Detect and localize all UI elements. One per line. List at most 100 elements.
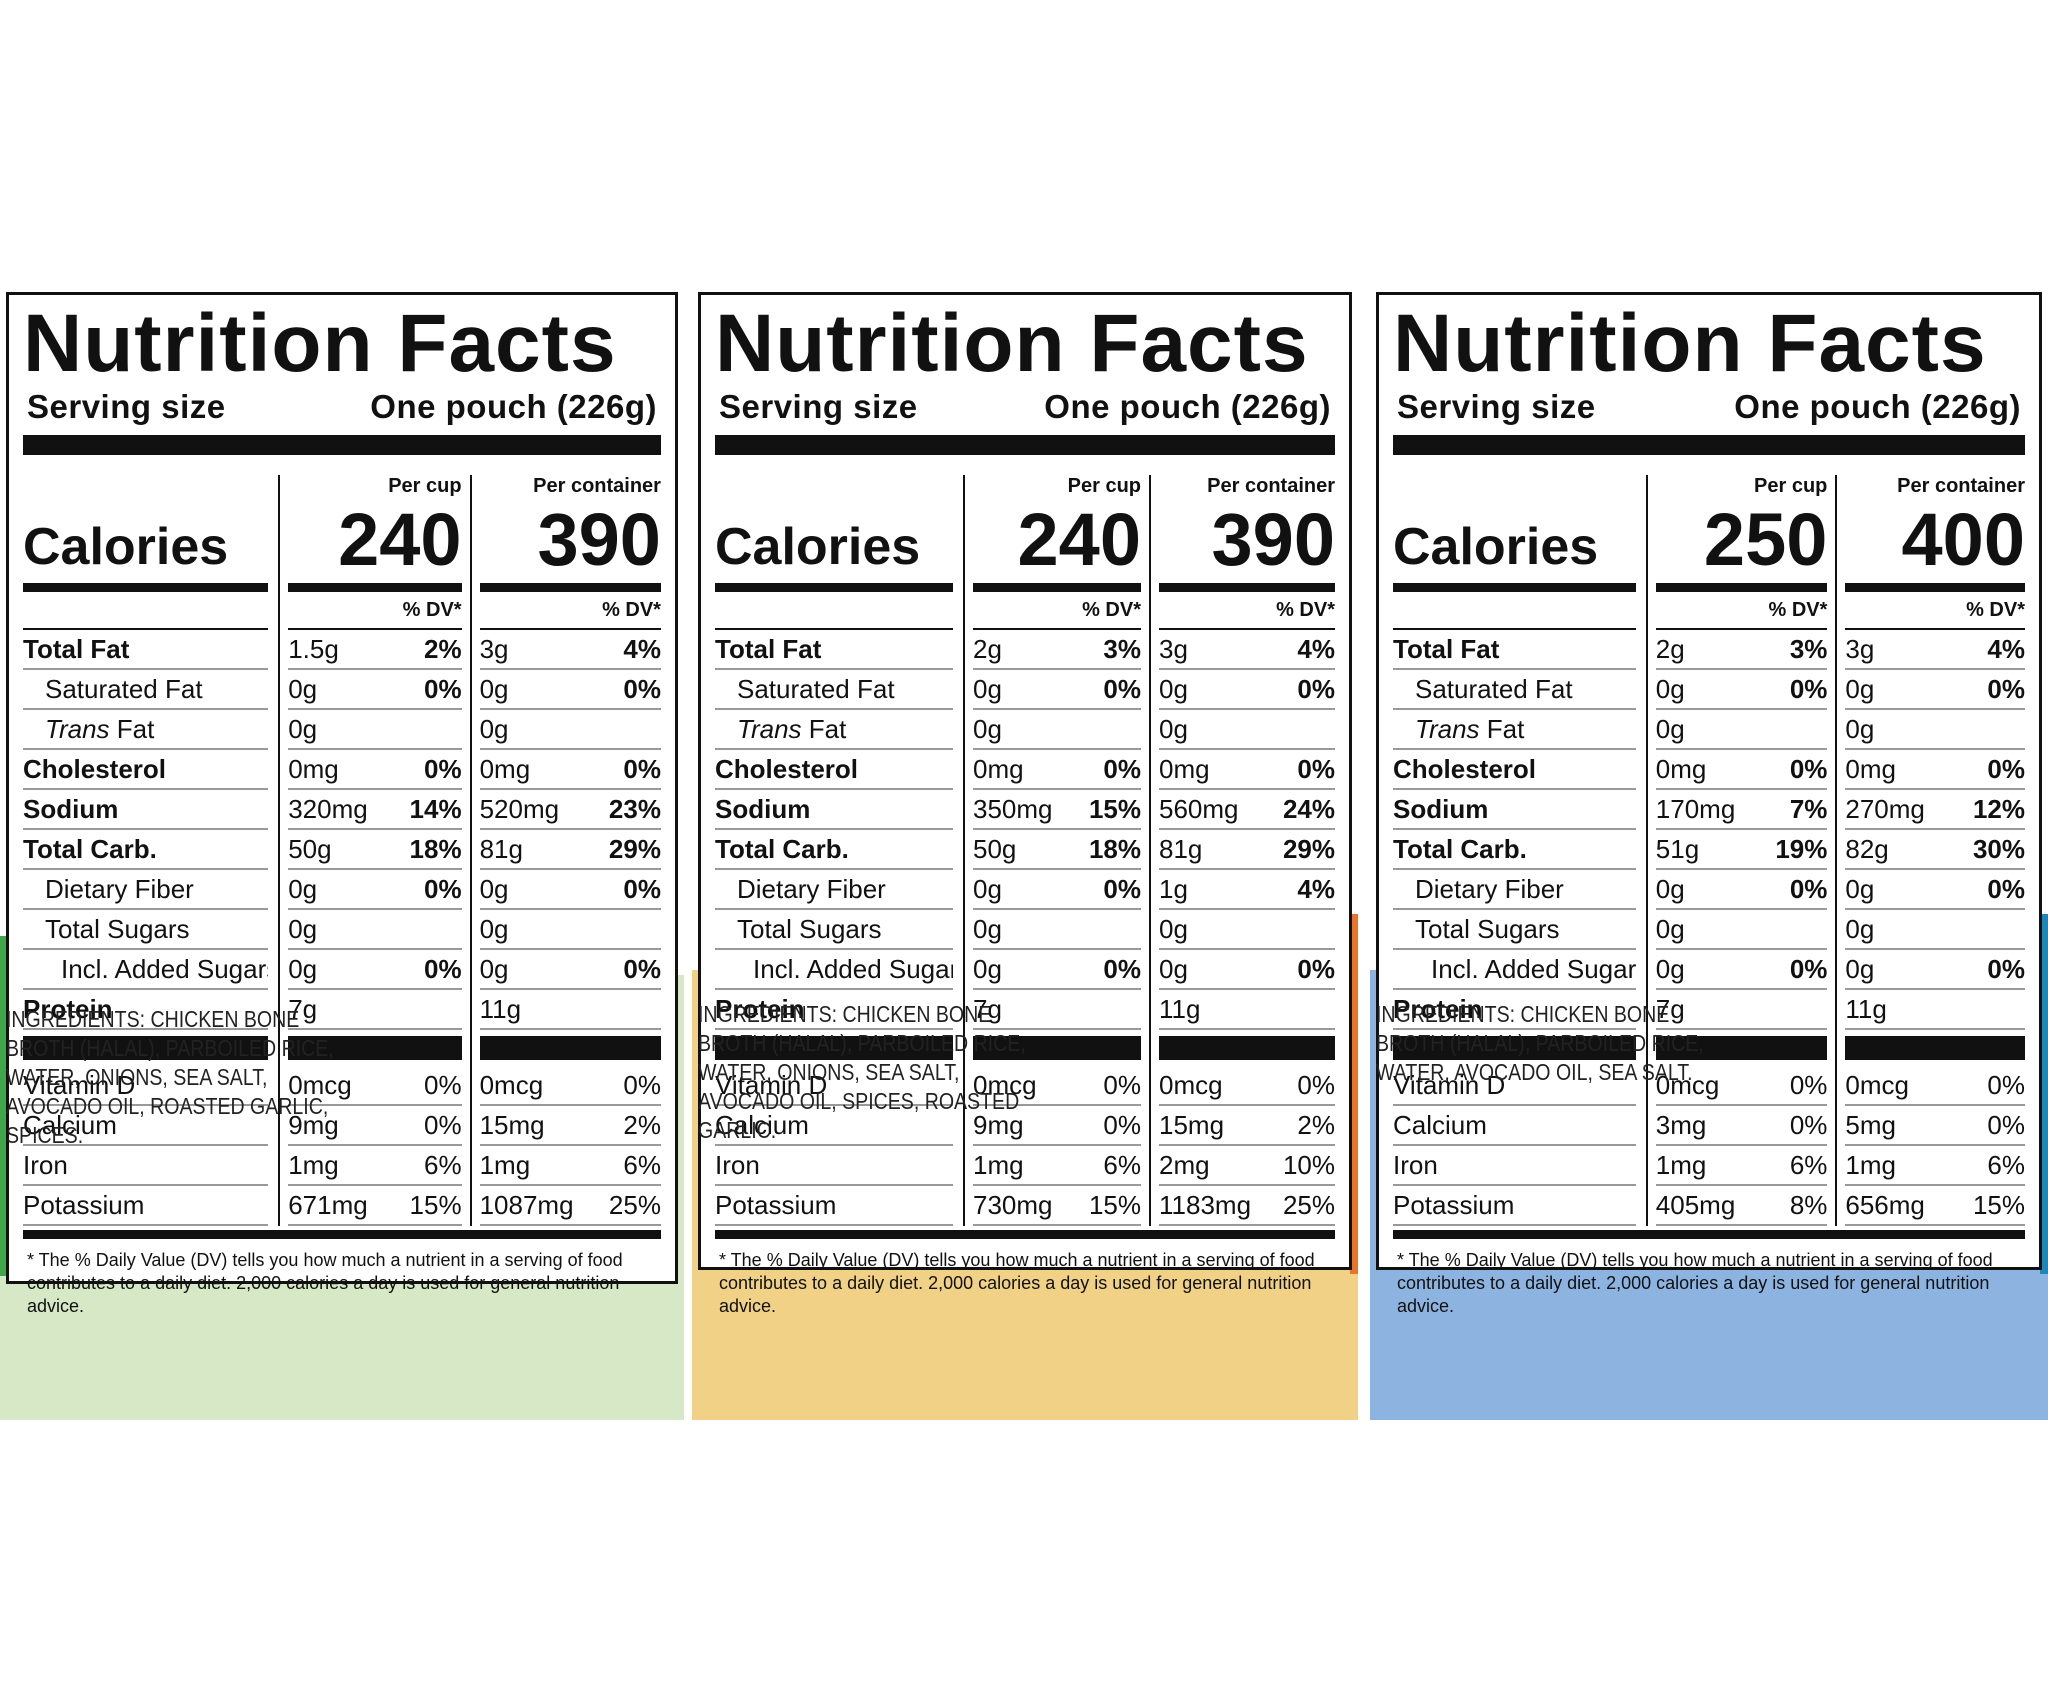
nutrient-name: Sodium — [715, 794, 811, 824]
nutrient-container-cell: 0g 0% — [479, 950, 661, 990]
amount-per-container: 3g — [1845, 634, 1875, 664]
vitamin-amount-per-container: 1183mg — [1159, 1190, 1252, 1220]
dv-per-cup: 0% — [1789, 674, 1828, 704]
vitamin-amount-per-cup: 9mg — [973, 1110, 1024, 1140]
vitamin-dv-per-container: 10% — [1282, 1150, 1335, 1180]
amount-per-container: 0g — [1159, 914, 1188, 944]
vitamins-divider — [715, 1036, 953, 1060]
nutrient-cup-cell: 0g 0% — [1655, 950, 1828, 990]
amount-per-container: 0g — [1845, 914, 1875, 944]
per-cup-header: Per cup — [1754, 475, 1828, 497]
amount-per-cup: 170mg — [1655, 794, 1736, 824]
dv-footnote: * The % Daily Value (DV) tells you how m… — [719, 1250, 1315, 1316]
nutrient-cup-cell: 7g — [973, 990, 1141, 1030]
serving-size-value: One pouch (226g) — [1044, 388, 1331, 425]
dv-per-container: 0% — [1987, 874, 2025, 904]
amount-per-container: 520mg — [479, 794, 560, 824]
ingredients-text: INGREDIENTS: CHICKEN BONE BROTH (HALAL),… — [698, 1001, 1026, 1143]
vitamins-divider — [1655, 1036, 1828, 1060]
vitamins-divider — [479, 1036, 661, 1060]
nutrient-cup-cell: 0g 0% — [973, 670, 1141, 710]
dv-per-cup: 0% — [424, 674, 462, 704]
nutrient-name-cell: Cholesterol — [715, 750, 953, 790]
amount-per-container: 3g — [479, 634, 509, 664]
nutrient-name-cell: Total Fat — [23, 630, 269, 670]
dv-per-container: 29% — [1282, 834, 1335, 864]
amount-per-container: 0g — [1159, 674, 1188, 704]
trans-word: Trans — [1415, 714, 1480, 744]
nutrient-container-cell: 81g 29% — [479, 830, 661, 870]
amount-per-container: 0g — [1159, 954, 1188, 984]
vitamin-dv-per-cup: 6% — [1103, 1150, 1141, 1180]
nutrient-cup-cell: 0g 0% — [1655, 870, 1828, 910]
nutrient-container-cell: 0g 0% — [1159, 670, 1335, 710]
dv-per-cup: 18% — [409, 834, 462, 864]
nutrient-name: Total Carb. — [1393, 834, 1527, 864]
nutrient-name: Cholesterol — [1393, 754, 1537, 784]
nutrient-container-cell: 0g 0% — [1159, 950, 1335, 990]
nutrition-panel: Nutrition Facts Serving size One pouch (22… — [0, 288, 684, 1420]
dv-per-container: 0% — [1297, 674, 1335, 704]
calories-container-cell: Per container 400 — [1845, 475, 2025, 583]
calories-cup-cell: Per cup 240 — [973, 475, 1141, 583]
dv-header-blank — [23, 592, 269, 630]
vitamin-name: Calcium — [715, 1110, 809, 1140]
dv-per-cup: 0% — [424, 954, 462, 984]
amount-per-container: 0g — [1845, 714, 1875, 744]
dv-header-blank — [715, 592, 953, 630]
nutrient-name-column: Calories Total Fat Saturated Fat Trans Fat C… — [715, 475, 963, 1226]
vitamin-amount-per-cup: 0mcg — [1655, 1070, 1720, 1100]
nutrient-cup-cell: 51g 19% — [1655, 830, 1828, 870]
nutrient-name-cell: Protein — [23, 990, 269, 1030]
vitamin-dv-per-container: 2% — [623, 1110, 661, 1140]
calories-per-container: 390 — [1211, 498, 1335, 581]
serving-size-row: Serving size One pouch (226g) — [23, 387, 661, 427]
vitamin-container-cell: 1mg 6% — [1845, 1146, 2025, 1186]
nutrient-name: Incl. Added Sugars — [753, 954, 953, 984]
vitamins-divider — [1393, 1036, 1636, 1060]
vitamin-container-cell: 15mg 2% — [479, 1106, 661, 1146]
dv-per-cup: 3% — [1789, 634, 1828, 664]
nutrient-name: Saturated Fat — [45, 674, 203, 704]
nutrient-cup-cell: 0g 0% — [973, 870, 1141, 910]
amount-per-container: 11g — [1845, 994, 1887, 1024]
nutrient-container-cell: 11g — [1845, 990, 2025, 1030]
accent-stripe — [0, 936, 8, 1276]
nutrient-container-cell: 0g — [1159, 710, 1335, 750]
vitamin-name: Vitamin D — [23, 1070, 136, 1100]
vitamin-amount-per-container: 2mg — [1159, 1150, 1210, 1180]
nutrient-name-cell: Protein — [1393, 990, 1636, 1030]
nutrient-cup-cell: 0g — [973, 710, 1141, 750]
dv-per-cup: 0% — [1103, 754, 1141, 784]
vitamin-dv-per-cup: 0% — [1103, 1110, 1141, 1140]
dv-per-cup: 7% — [1789, 794, 1828, 824]
nutrient-container-cell: 560mg 24% — [1159, 790, 1335, 830]
per-container-column: Per container 390 % DV* 3g 4% 0g 0% 0g 0mg 0% 520m… — [469, 475, 661, 1226]
nutrition-panel: Nutrition Facts Serving size One pouch (22… — [692, 288, 1358, 1420]
nutrient-name: Total Carb. — [23, 834, 157, 864]
vitamin-amount-per-container: 0mcg — [1159, 1070, 1223, 1100]
amount-per-container: 0mg — [1845, 754, 1896, 784]
amount-per-cup: 50g — [973, 834, 1017, 864]
dv-per-container: 0% — [1297, 754, 1335, 784]
nutrient-cup-cell: 0mg 0% — [288, 750, 462, 790]
nutrient-cup-cell: 320mg 14% — [288, 790, 462, 830]
nutrient-name-cell: Trans Fat — [23, 710, 269, 750]
nutrition-panel: Nutrition Facts Serving size One pouch (22… — [1370, 288, 2048, 1420]
dv-per-container: 4% — [1297, 634, 1335, 664]
dv-per-cup: 0% — [424, 754, 462, 784]
vitamins-divider — [288, 1036, 462, 1060]
per-container-header: Per container — [1897, 475, 2025, 497]
serving-size-label: Serving size — [27, 388, 226, 425]
amount-per-cup: 0g — [1655, 914, 1685, 944]
nutrient-name-cell: Saturated Fat — [23, 670, 269, 710]
nutrient-cup-cell: 0g — [973, 910, 1141, 950]
amount-per-cup: 320mg — [288, 794, 368, 824]
nutrient-container-cell: 0g 0% — [1845, 670, 2025, 710]
vitamin-name-cell: Calcium — [23, 1106, 269, 1146]
vitamin-name: Iron — [23, 1150, 68, 1180]
nutrient-cup-cell: 0g 0% — [288, 670, 462, 710]
dv-per-container: 23% — [608, 794, 661, 824]
vitamin-container-cell: 0mcg 0% — [479, 1066, 661, 1106]
trans-fat-label: Trans Fat — [715, 710, 846, 748]
